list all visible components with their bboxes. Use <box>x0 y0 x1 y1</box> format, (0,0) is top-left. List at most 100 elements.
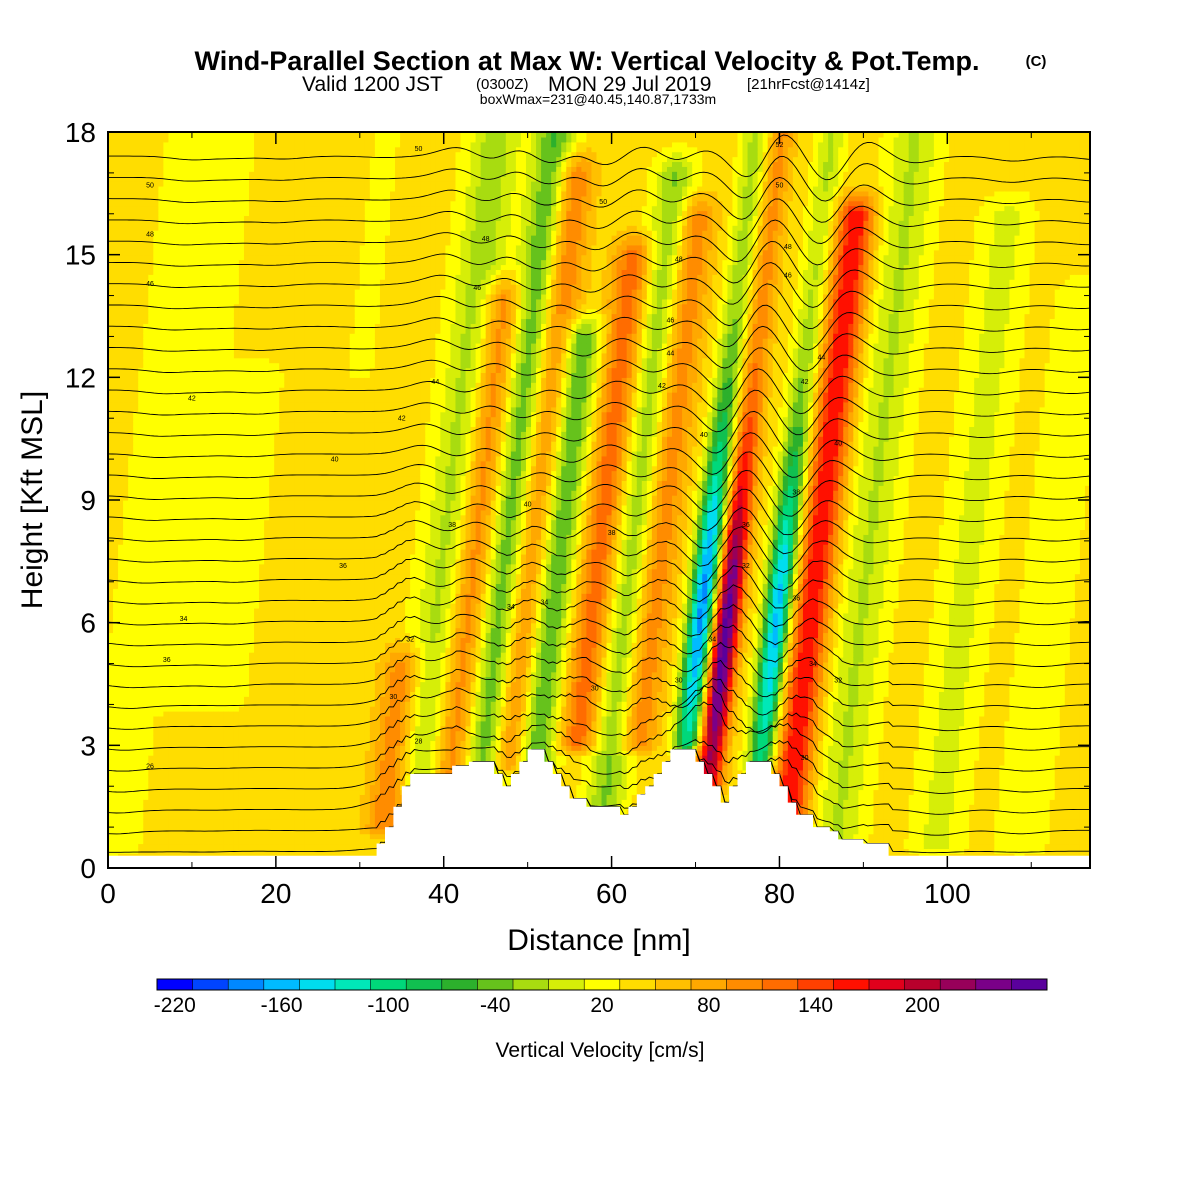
velocity-cell <box>113 647 119 653</box>
velocity-cell <box>128 363 134 369</box>
velocity-cell <box>259 274 265 280</box>
velocity-cell <box>239 294 245 300</box>
velocity-cell <box>158 819 164 825</box>
velocity-cell <box>239 201 245 207</box>
velocity-cell <box>209 564 215 570</box>
velocity-cell <box>163 372 169 378</box>
velocity-cell <box>254 603 260 609</box>
velocity-cell <box>133 677 139 683</box>
velocity-cell <box>204 775 210 781</box>
velocity-cell <box>153 804 159 810</box>
velocity-cell <box>274 839 280 845</box>
velocity-cell <box>264 309 270 315</box>
velocity-cell <box>189 770 195 776</box>
velocity-cell <box>168 206 174 212</box>
velocity-cell <box>244 593 250 599</box>
velocity-cell <box>189 407 195 413</box>
velocity-cell <box>123 637 129 643</box>
velocity-cell <box>118 392 124 398</box>
velocity-cell <box>224 657 230 663</box>
velocity-cell <box>118 461 124 467</box>
velocity-cell <box>184 789 190 795</box>
velocity-cell <box>259 269 265 275</box>
velocity-cell <box>249 402 255 408</box>
velocity-cell <box>184 574 190 580</box>
velocity-cell <box>244 279 250 285</box>
velocity-cell <box>204 191 210 197</box>
velocity-cell <box>229 392 235 398</box>
velocity-cell <box>199 196 205 202</box>
velocity-cell <box>214 171 220 177</box>
velocity-cell <box>184 235 190 241</box>
velocity-cell <box>153 623 159 629</box>
velocity-cell <box>229 186 235 192</box>
velocity-cell <box>123 377 129 383</box>
velocity-cell <box>163 245 169 251</box>
velocity-cell <box>184 652 190 658</box>
velocity-cell <box>199 750 205 756</box>
velocity-cell <box>239 632 245 638</box>
velocity-cell <box>138 318 144 324</box>
velocity-cell <box>224 260 230 266</box>
velocity-cell <box>244 397 250 403</box>
velocity-cell <box>269 618 275 624</box>
velocity-cell <box>244 829 250 835</box>
velocity-cell <box>219 294 225 300</box>
velocity-cell <box>148 736 154 742</box>
velocity-cell <box>234 564 240 570</box>
velocity-cell <box>224 770 230 776</box>
velocity-cell <box>249 731 255 737</box>
velocity-cell <box>179 652 185 658</box>
velocity-cell <box>234 294 240 300</box>
velocity-cell <box>173 230 179 236</box>
velocity-cell <box>194 294 200 300</box>
velocity-cell <box>234 161 240 167</box>
velocity-cell <box>179 520 185 526</box>
velocity-cell <box>269 824 275 830</box>
velocity-cell <box>168 711 174 717</box>
velocity-cell <box>173 824 179 830</box>
velocity-cell <box>244 137 250 143</box>
velocity-cell <box>239 181 245 187</box>
velocity-cell <box>239 534 245 540</box>
velocity-cell <box>123 691 129 697</box>
velocity-cell <box>113 284 119 290</box>
velocity-cell <box>179 250 185 256</box>
velocity-cell <box>158 206 164 212</box>
velocity-cell <box>199 500 205 506</box>
velocity-cell <box>143 657 149 663</box>
velocity-cell <box>148 245 154 251</box>
velocity-cell <box>209 755 215 761</box>
velocity-cell <box>184 677 190 683</box>
velocity-cell <box>209 363 215 369</box>
velocity-cell <box>118 377 124 383</box>
velocity-cell <box>173 534 179 540</box>
velocity-cell <box>173 314 179 320</box>
velocity-cell <box>244 726 250 732</box>
velocity-cell <box>138 736 144 742</box>
velocity-cell <box>204 363 210 369</box>
velocity-cell <box>138 677 144 683</box>
velocity-cell <box>239 372 245 378</box>
velocity-cell <box>209 387 215 393</box>
velocity-cell <box>199 235 205 241</box>
velocity-cell <box>189 843 195 849</box>
velocity-cell <box>143 161 149 167</box>
velocity-cell <box>254 834 260 840</box>
velocity-cell <box>259 632 265 638</box>
velocity-cell <box>148 691 154 697</box>
velocity-cell <box>163 647 169 653</box>
velocity-cell <box>239 451 245 457</box>
velocity-cell <box>163 696 169 702</box>
velocity-cell <box>224 161 230 167</box>
velocity-cell <box>204 490 210 496</box>
velocity-cell <box>269 500 275 506</box>
velocity-cell <box>264 397 270 403</box>
velocity-cell <box>184 608 190 614</box>
velocity-cell <box>158 436 164 442</box>
velocity-cell <box>259 147 265 153</box>
velocity-cell <box>254 255 260 261</box>
velocity-cell <box>138 593 144 599</box>
velocity-cell <box>234 446 240 452</box>
velocity-cell <box>123 775 129 781</box>
